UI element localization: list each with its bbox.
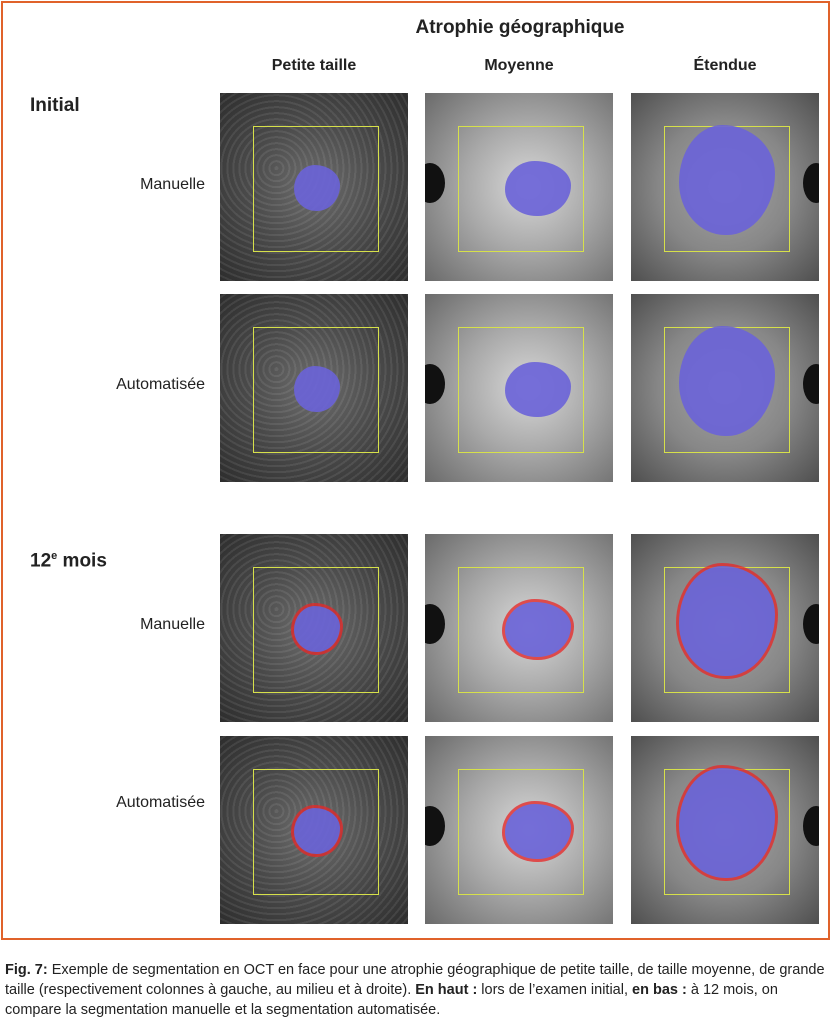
atrophy-segmentation (505, 362, 571, 417)
oct-en-face-image (631, 534, 819, 722)
oct-en-face-image (220, 534, 408, 722)
row-label-manual-12m: Manuelle (140, 616, 205, 633)
oct-en-face-image (220, 294, 408, 482)
atrophy-segmentation (679, 566, 775, 676)
figure-caption: Fig. 7: Exemple de segmentation en OCT e… (5, 962, 825, 1018)
atrophy-segmentation (294, 366, 340, 412)
column-header-small: Petite taille (271, 57, 357, 74)
column-header-large: Étendue (693, 57, 757, 74)
atrophy-segmentation (294, 606, 340, 652)
oct-en-face-image (631, 294, 819, 482)
oct-en-face-image (220, 736, 408, 924)
roi-box (458, 769, 584, 895)
roi-box (458, 327, 584, 453)
figure-frame (1, 1, 830, 940)
roi-box (458, 567, 584, 693)
atrophy-segmentation (505, 161, 571, 216)
oct-en-face-image (425, 294, 613, 482)
atrophy-segmentation (679, 326, 775, 436)
oct-en-face-image (631, 736, 819, 924)
roi-box (253, 126, 379, 252)
atrophy-segmentation (505, 804, 571, 859)
roi-box (253, 327, 379, 453)
oct-en-face-image (220, 93, 408, 281)
section-label-initial: Initial (30, 95, 80, 116)
roi-box (253, 567, 379, 693)
oct-en-face-image (425, 736, 613, 924)
row-label-auto-initial: Automatisée (116, 376, 205, 393)
atrophy-segmentation (294, 165, 340, 211)
oct-en-face-image (425, 93, 613, 281)
atrophy-segmentation (294, 808, 340, 854)
row-label-auto-12m: Automatisée (116, 794, 205, 811)
atrophy-segmentation (679, 125, 775, 235)
figure-title: Atrophie géographique (415, 17, 625, 38)
section-label-12-months: 12e mois (30, 550, 107, 572)
roi-box (253, 769, 379, 895)
column-header-medium: Moyenne (484, 57, 554, 74)
atrophy-segmentation (679, 768, 775, 878)
roi-box (458, 126, 584, 252)
oct-en-face-image (425, 534, 613, 722)
oct-en-face-image (631, 93, 819, 281)
row-label-manual-initial: Manuelle (140, 176, 205, 193)
atrophy-segmentation (505, 602, 571, 657)
